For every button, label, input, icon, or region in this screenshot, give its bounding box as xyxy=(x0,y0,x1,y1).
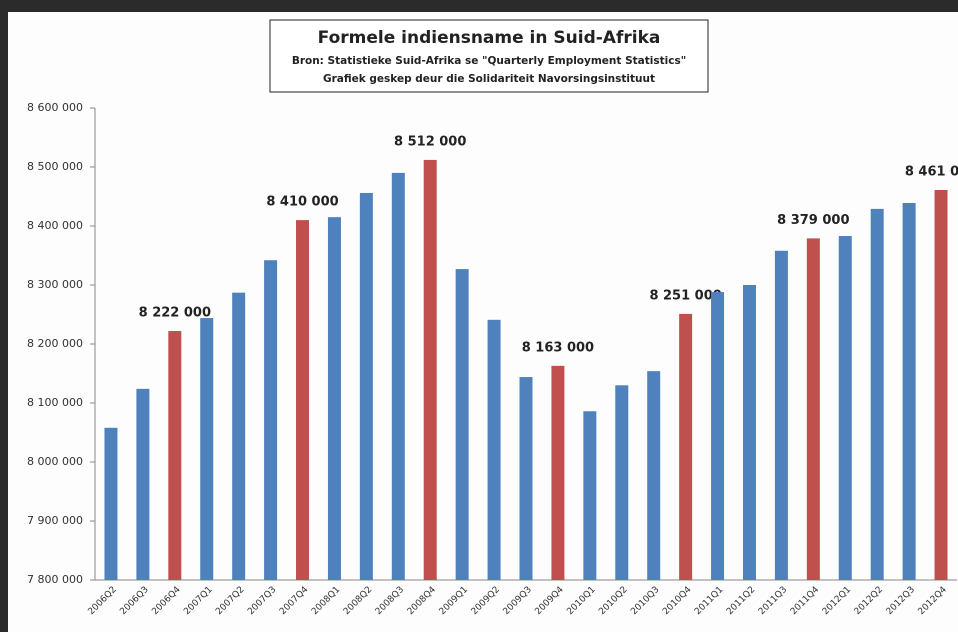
y-tick-label: 8 200 000 xyxy=(27,337,83,350)
value-label: 8 410 000 xyxy=(266,195,338,210)
chart-background xyxy=(8,12,958,632)
bar xyxy=(647,371,661,580)
bar xyxy=(104,427,118,580)
y-tick-label: 8 000 000 xyxy=(27,455,83,468)
bar xyxy=(934,190,948,580)
bar xyxy=(806,238,820,580)
value-label: 8 379 000 xyxy=(777,213,849,228)
bar xyxy=(615,385,629,580)
bar xyxy=(423,159,437,581)
bar xyxy=(774,250,788,580)
y-tick-label: 8 400 000 xyxy=(27,219,83,232)
y-tick-label: 8 100 000 xyxy=(27,396,83,409)
y-tick-label: 7 800 000 xyxy=(27,573,83,586)
chart-note: Grafiek geskep deur die Solidariteit Nav… xyxy=(323,73,655,85)
bar xyxy=(551,365,565,580)
y-tick-label: 7 900 000 xyxy=(27,514,83,527)
chart-subtitle: Bron: Statistieke Suid-Afrika se "Quarte… xyxy=(292,55,686,67)
bar xyxy=(264,260,278,580)
bar xyxy=(838,236,852,580)
bar xyxy=(583,411,597,580)
bar xyxy=(168,331,182,580)
bar xyxy=(200,318,214,580)
value-label: 8 222 000 xyxy=(139,306,211,321)
bar xyxy=(296,220,310,580)
y-tick-label: 8 300 000 xyxy=(27,278,83,291)
bar xyxy=(359,192,373,580)
value-label: 8 163 000 xyxy=(522,340,594,355)
bar xyxy=(742,285,756,580)
value-label: 8 461 000 xyxy=(905,165,958,180)
bar xyxy=(519,377,533,580)
chart-title: Formele indiensname in Suid-Afrika xyxy=(318,28,661,48)
bar xyxy=(391,172,405,580)
bar xyxy=(136,388,150,580)
bar xyxy=(679,313,693,580)
bar xyxy=(870,208,884,580)
y-tick-label: 8 600 000 xyxy=(27,101,83,114)
title-box xyxy=(269,19,709,93)
bar xyxy=(455,269,469,580)
bar xyxy=(487,319,501,580)
bar xyxy=(902,202,916,581)
bar xyxy=(327,217,341,580)
bar xyxy=(232,292,246,580)
value-label: 8 251 000 xyxy=(649,288,721,303)
y-tick-label: 8 500 000 xyxy=(27,160,83,173)
value-label: 8 512 000 xyxy=(394,134,466,149)
bar xyxy=(711,292,725,580)
